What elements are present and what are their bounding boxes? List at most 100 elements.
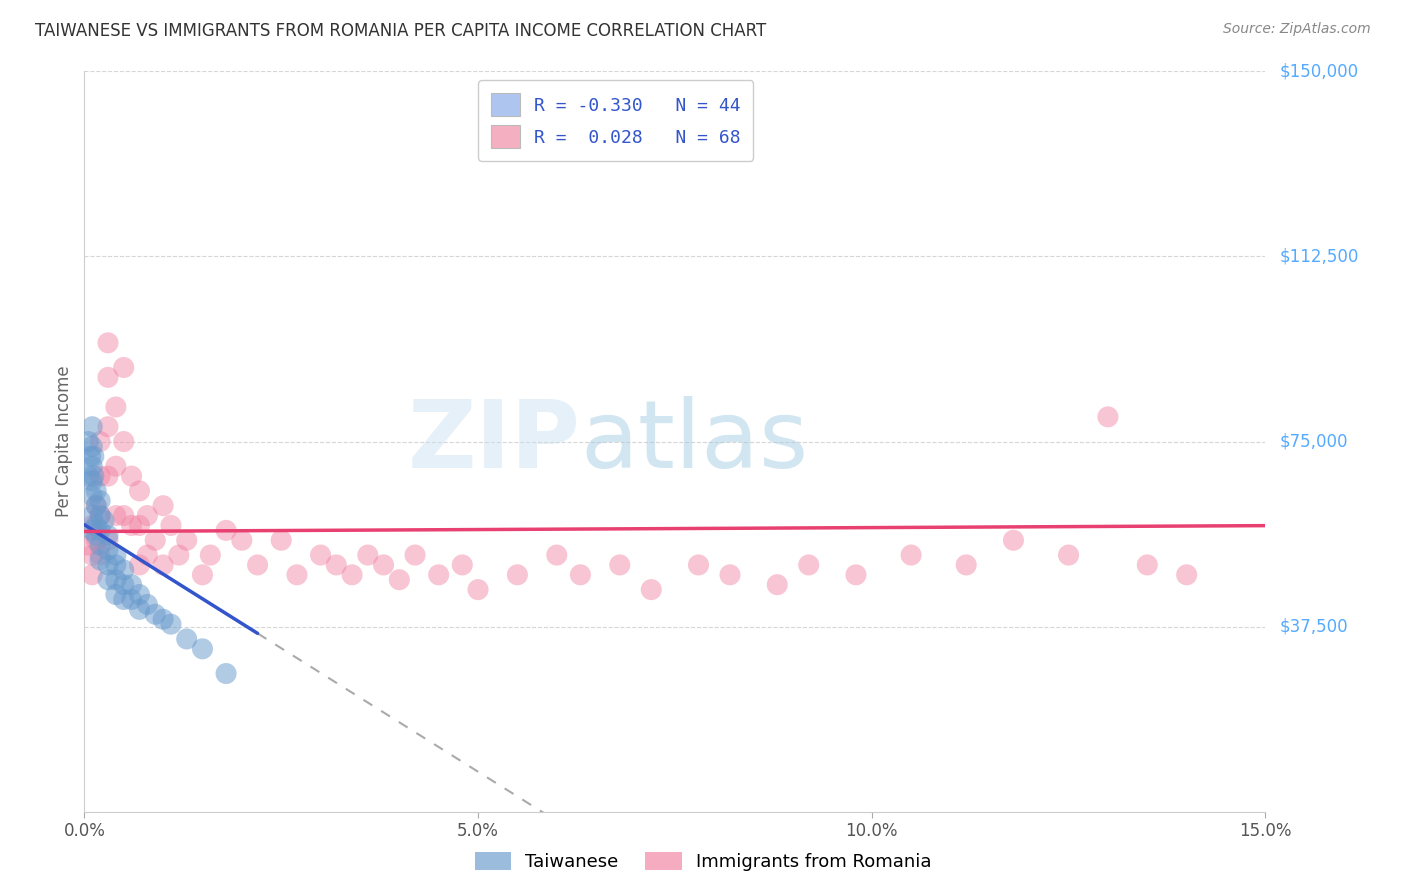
Point	[718, 567, 741, 582]
Point	[766, 577, 789, 591]
Point	[79, 450, 101, 464]
Legend: Taiwanese, Immigrants from Romania: Taiwanese, Immigrants from Romania	[467, 845, 939, 879]
Point	[128, 518, 150, 533]
Point	[688, 558, 710, 572]
Point	[152, 558, 174, 572]
Point	[121, 592, 143, 607]
Point	[128, 602, 150, 616]
Point	[152, 612, 174, 626]
Point	[176, 533, 198, 548]
Point	[404, 548, 426, 562]
Text: $37,500: $37,500	[1279, 617, 1348, 636]
Point	[82, 474, 104, 488]
Point	[569, 567, 592, 582]
Point	[82, 524, 104, 538]
Point	[143, 533, 166, 548]
Point	[112, 563, 135, 577]
Point	[104, 548, 127, 562]
Point	[506, 567, 529, 582]
Point	[143, 607, 166, 622]
Point	[231, 533, 253, 548]
Point	[121, 577, 143, 591]
Point	[373, 558, 395, 572]
Point	[845, 567, 868, 582]
Point	[77, 538, 100, 552]
Point	[93, 514, 115, 528]
Point	[97, 469, 120, 483]
Point	[136, 548, 159, 562]
Point	[104, 588, 127, 602]
Point	[77, 434, 100, 449]
Point	[191, 641, 214, 656]
Point	[136, 598, 159, 612]
Point	[1097, 409, 1119, 424]
Point	[84, 483, 107, 498]
Point	[1175, 567, 1198, 582]
Point	[89, 493, 111, 508]
Point	[325, 558, 347, 572]
Y-axis label: Per Capita Income: Per Capita Income	[55, 366, 73, 517]
Point	[97, 419, 120, 434]
Point	[340, 567, 363, 582]
Point	[82, 489, 104, 503]
Point	[609, 558, 631, 572]
Point	[77, 469, 100, 483]
Point	[285, 567, 308, 582]
Point	[104, 558, 127, 572]
Point	[309, 548, 332, 562]
Point	[136, 508, 159, 523]
Point	[955, 558, 977, 572]
Text: ZIP: ZIP	[408, 395, 581, 488]
Point	[112, 434, 135, 449]
Point	[82, 567, 104, 582]
Point	[89, 508, 111, 523]
Text: $112,500: $112,500	[1279, 247, 1358, 266]
Point	[97, 335, 120, 350]
Point	[200, 548, 222, 562]
Point	[97, 370, 120, 384]
Point	[82, 548, 104, 562]
Point	[546, 548, 568, 562]
Point	[84, 499, 107, 513]
Point	[84, 533, 107, 548]
Point	[89, 553, 111, 567]
Point	[451, 558, 474, 572]
Point	[82, 459, 104, 474]
Point	[121, 469, 143, 483]
Point	[270, 533, 292, 548]
Point	[467, 582, 489, 597]
Point	[104, 459, 127, 474]
Point	[215, 524, 238, 538]
Point	[427, 567, 450, 582]
Point	[84, 528, 107, 542]
Point	[1057, 548, 1080, 562]
Point	[83, 450, 105, 464]
Point	[900, 548, 922, 562]
Point	[176, 632, 198, 646]
Point	[112, 577, 135, 591]
Point	[1002, 533, 1025, 548]
Point	[82, 440, 104, 454]
Point	[89, 538, 111, 552]
Point	[82, 419, 104, 434]
Point	[160, 617, 183, 632]
Point	[84, 518, 107, 533]
Point	[104, 573, 127, 587]
Point	[82, 518, 104, 533]
Point	[97, 533, 120, 548]
Point	[1136, 558, 1159, 572]
Point	[128, 483, 150, 498]
Point	[112, 592, 135, 607]
Point	[128, 588, 150, 602]
Point	[89, 524, 111, 538]
Point	[89, 434, 111, 449]
Point	[191, 567, 214, 582]
Point	[797, 558, 820, 572]
Point	[121, 518, 143, 533]
Point	[97, 528, 120, 542]
Text: $75,000: $75,000	[1279, 433, 1348, 450]
Point	[89, 548, 111, 562]
Point	[83, 469, 105, 483]
Text: TAIWANESE VS IMMIGRANTS FROM ROMANIA PER CAPITA INCOME CORRELATION CHART: TAIWANESE VS IMMIGRANTS FROM ROMANIA PER…	[35, 22, 766, 40]
Point	[215, 666, 238, 681]
